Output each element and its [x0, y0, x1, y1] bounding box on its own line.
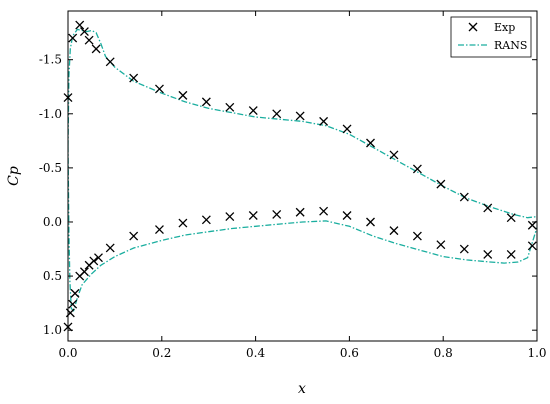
exp-point-39 — [225, 212, 235, 222]
exp-point-16 — [342, 124, 352, 134]
exp-point-14 — [295, 111, 305, 121]
rans-curve-upper — [68, 28, 537, 219]
x-tick-label: 1.0 — [527, 346, 546, 360]
exp-point-36 — [154, 225, 164, 235]
exp-point-12 — [248, 106, 258, 116]
exp-point-3 — [79, 27, 89, 37]
exp-point-37 — [178, 218, 188, 228]
plot-frame — [67, 10, 538, 342]
y-tick-label: 0.0 — [43, 215, 62, 229]
exp-point-49 — [459, 244, 469, 254]
exp-point-23 — [506, 213, 516, 223]
exp-point-40 — [248, 211, 258, 220]
x-tick-label: 0.4 — [246, 346, 265, 360]
exp-point-17 — [366, 138, 375, 148]
exp-point-45 — [366, 217, 375, 227]
exp-point-33 — [94, 253, 103, 263]
exp-point-15 — [319, 116, 329, 126]
exp-point-24 — [527, 220, 537, 230]
exp-point-4 — [84, 35, 94, 45]
y-tick-label: -0.5 — [39, 161, 62, 175]
exp-point-18 — [389, 150, 399, 160]
exp-point-50 — [483, 249, 493, 259]
y-tick-label: -1.5 — [39, 53, 62, 67]
exp-point-2 — [75, 20, 85, 30]
exp-point-22 — [483, 203, 493, 213]
exp-point-20 — [436, 179, 446, 189]
exp-point-51 — [506, 249, 516, 259]
y-tick-label: 1.0 — [43, 323, 62, 337]
exp-point-42 — [295, 207, 305, 217]
x-tick-label: 0.2 — [152, 346, 171, 360]
y-tick-label: -1.0 — [39, 107, 62, 121]
exp-point-52 — [527, 241, 537, 251]
legend: Exp RANS — [450, 16, 532, 58]
exp-point-28 — [70, 288, 80, 298]
exp-point-10 — [201, 97, 211, 107]
exp-point-9 — [178, 90, 188, 100]
exp-point-43 — [319, 206, 329, 216]
legend-rans-label: RANS — [494, 39, 527, 52]
rans-curve-lower — [68, 146, 537, 312]
exp-point-38 — [201, 215, 211, 225]
exp-point-27 — [68, 299, 78, 309]
exp-point-48 — [436, 240, 446, 250]
exp-point-6 — [105, 57, 115, 67]
exp-point-7 — [129, 73, 139, 83]
exp-point-47 — [412, 231, 422, 241]
exp-point-34 — [105, 243, 115, 253]
x-tick-label: 0.8 — [434, 346, 453, 360]
exp-point-1 — [68, 33, 78, 43]
exp-point-30 — [79, 267, 89, 277]
exp-point-41 — [272, 209, 282, 219]
exp-point-13 — [272, 109, 282, 119]
x-tick-label: 0.6 — [340, 346, 359, 360]
exp-point-21 — [459, 192, 469, 202]
legend-box — [450, 16, 532, 58]
exp-point-11 — [225, 102, 235, 112]
plot-content — [63, 20, 537, 332]
y-tick-label: 0.5 — [43, 269, 62, 283]
exp-point-19 — [412, 164, 422, 174]
exp-point-32 — [89, 256, 99, 266]
legend-exp-label: Exp — [494, 21, 515, 34]
legend-exp-marker — [468, 22, 478, 32]
exp-point-5 — [91, 44, 101, 54]
x-axis-label: x — [298, 381, 306, 397]
exp-point-35 — [129, 231, 139, 241]
exp-point-46 — [389, 226, 399, 236]
axis-ticks: 0.0 0.2 0.4 0.6 0.8 1.0 -1.5 -1.0 -0.5 0.0 0.5 1.0 — [39, 11, 547, 360]
exp-point-8 — [154, 84, 164, 94]
exp-point-44 — [342, 211, 352, 220]
x-tick-label: 0.0 — [58, 346, 77, 360]
y-axis-label: Cp — [6, 166, 22, 186]
